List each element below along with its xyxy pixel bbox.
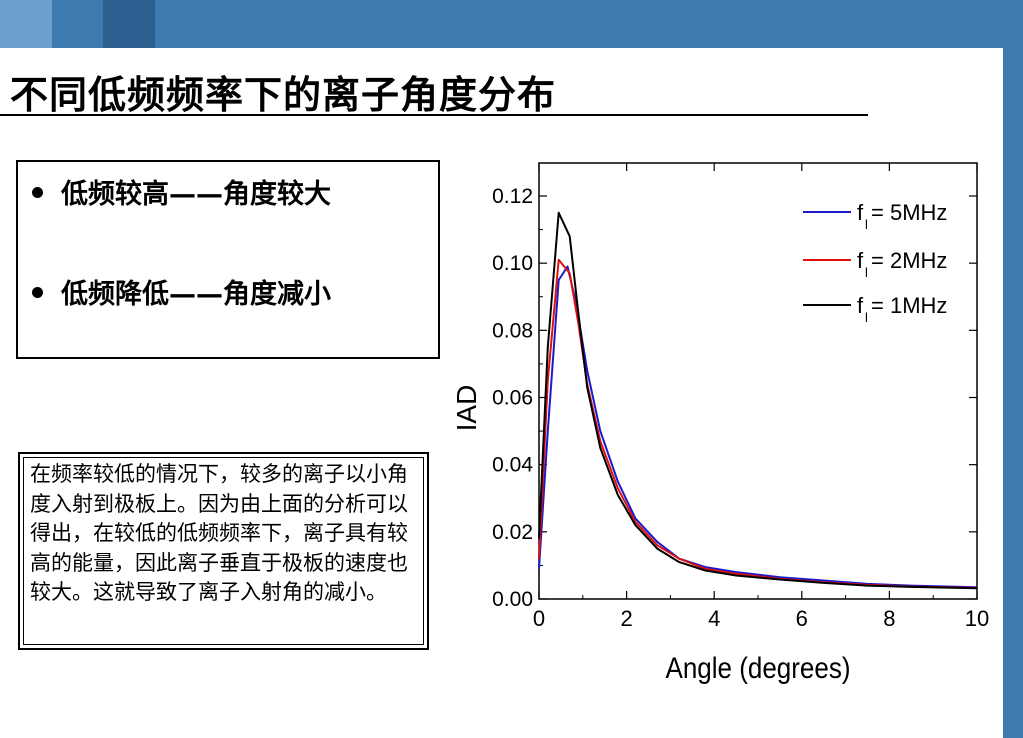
x-tick-label: 8 (883, 606, 895, 631)
right-band (1003, 0, 1023, 738)
header-band (0, 0, 1023, 48)
y-tick-label: 0.06 (492, 387, 533, 410)
legend-label-main: f (857, 200, 864, 225)
y-tick-label: 0.04 (492, 454, 533, 477)
legend-label: = 2MHz (871, 248, 947, 273)
series-group (538, 211, 978, 590)
plot-frame (538, 162, 978, 600)
y-tick-label: 0.02 (492, 521, 533, 544)
y-tick-label: 0.08 (492, 319, 533, 342)
x-axis: 0 2 4 6 8 10 (533, 163, 989, 631)
legend-label-main: f (857, 248, 864, 273)
legend-label-sub: l (865, 310, 868, 325)
y-tick-label: 0.00 (492, 588, 533, 611)
x-tick-label: 4 (708, 606, 720, 631)
bullet-text: 低频降低——角度减小 (61, 279, 331, 310)
x-axis-label: Angle (degrees) (666, 652, 851, 685)
bullet-box: 低频较高——角度较大 低频降低——角度减小 (16, 160, 440, 359)
legend-label: = 5MHz (871, 200, 947, 225)
page-title: 不同低频频率下的离子角度分布 (10, 73, 557, 117)
y-axis-label: IAD (451, 385, 482, 432)
header-square-light (0, 0, 52, 48)
note-inner-border (23, 457, 424, 645)
note-box: 在频率较低的情况下，较多的离子以小角度入射到极板上。因为由上面的分析可以得出，在… (18, 452, 429, 650)
y-tick-label: 0.10 (492, 252, 533, 275)
header-square-dark (103, 0, 155, 48)
title-underline (0, 114, 868, 116)
x-tick-label: 10 (965, 606, 989, 631)
y-axis: 0.00 0.02 0.04 0.06 0.08 0.10 0.12 (492, 185, 977, 611)
bullet-dot-icon (32, 287, 43, 298)
note-text: 在频率较低的情况下，较多的离子以小角度入射到极板上。因为由上面的分析可以得出，在… (30, 462, 408, 605)
bullet-dot-icon (32, 187, 43, 198)
bullet-item: 低频降低——角度减小 (32, 272, 331, 311)
x-tick-label: 0 (533, 606, 545, 631)
series-line (538, 211, 978, 590)
legend-label-sub: l (865, 265, 868, 280)
bullet-item: 低频较高——角度较大 (32, 172, 331, 211)
legend-label: = 1MHz (871, 293, 947, 318)
x-tick-label: 6 (796, 606, 808, 631)
y-tick-label: 0.12 (492, 185, 533, 208)
x-tick-label: 2 (620, 606, 632, 631)
legend-label-main: f (857, 293, 864, 318)
bullet-text: 低频较高——角度较大 (61, 179, 331, 210)
legend-label-sub: l (865, 217, 868, 232)
